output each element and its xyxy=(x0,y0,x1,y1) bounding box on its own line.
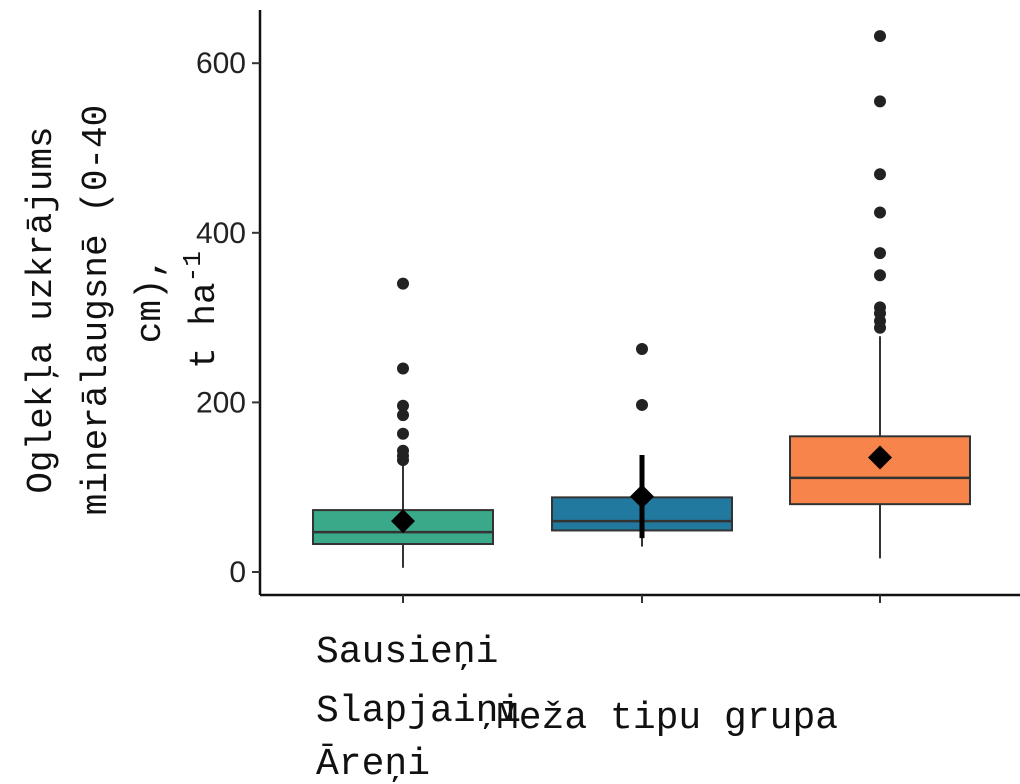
outlier-point xyxy=(397,277,409,290)
outlier-point xyxy=(874,168,886,181)
box-group-1 xyxy=(312,277,494,568)
y-tick-label: 200 xyxy=(196,386,246,419)
mean-marker xyxy=(391,509,415,534)
outlier-point xyxy=(874,95,886,108)
x-category-label-3: Āreņi xyxy=(316,743,430,784)
outlier-point xyxy=(874,269,886,282)
y-axis-label-line-1: Oglekļa uzkrājums xyxy=(21,126,62,493)
outlier-point xyxy=(874,30,886,43)
x-category-label-2: Slapjaiņi xyxy=(316,690,521,733)
outlier-point xyxy=(636,342,648,355)
y-tick-label: 600 xyxy=(196,47,246,80)
y-tick-label: 0 xyxy=(229,556,246,589)
y-tick-label: 400 xyxy=(196,217,246,250)
y-axis-label-unit-text: t ha xyxy=(184,282,225,368)
outlier-point xyxy=(636,398,648,411)
outlier-point xyxy=(874,301,886,314)
mean-marker xyxy=(868,445,892,470)
plot-area: 0 200 400 600 xyxy=(196,10,1020,603)
outlier-point xyxy=(397,444,409,457)
box-group-2 xyxy=(551,342,733,547)
box xyxy=(789,435,971,506)
x-axis-label: Meža tipu grupa xyxy=(496,697,838,740)
outlier-point xyxy=(397,409,409,422)
outlier-point xyxy=(874,206,886,219)
outlier-point xyxy=(397,427,409,440)
outlier-point xyxy=(397,399,409,412)
box-group-3 xyxy=(789,30,971,559)
outlier-point xyxy=(397,362,409,375)
y-axis-label: Oglekļa uzkrājums minerālaugsnē (0-40 cm… xyxy=(21,105,225,515)
y-axis-label-unit-superscript: -1 xyxy=(178,251,208,282)
x-category-label-1: Sausieņi xyxy=(316,631,498,674)
y-axis-label-line-2: minerālaugsnē (0-40 xyxy=(76,105,117,515)
mean-marker xyxy=(630,484,654,509)
outlier-point xyxy=(874,247,886,260)
y-axis-label-line-3: cm), xyxy=(130,257,171,343)
y-axis-label-unit: t ha-1 xyxy=(178,251,225,369)
x-category-labels: Sausieņi Slapjaiņi Āreņi xyxy=(316,631,521,784)
